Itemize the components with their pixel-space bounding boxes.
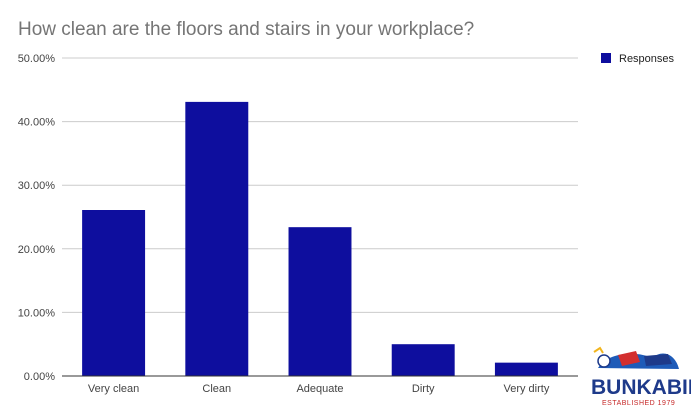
bar-very-clean xyxy=(82,210,146,376)
y-tick-label: 10.00% xyxy=(18,307,56,319)
y-tick-label: 50.00% xyxy=(18,53,56,65)
y-tick-label: 20.00% xyxy=(18,244,56,256)
x-tick-label: Very clean xyxy=(88,383,139,395)
legend-swatch xyxy=(601,53,611,63)
y-tick-label: 30.00% xyxy=(18,180,56,192)
legend-label: Responses xyxy=(619,53,675,65)
x-tick-label: Adequate xyxy=(296,383,343,395)
bunkabin-logo: BUNKABIN ESTABLISHED 1979 xyxy=(591,346,691,407)
bar-adequate xyxy=(288,227,352,376)
bar-dirty xyxy=(391,344,455,376)
bars xyxy=(82,101,558,376)
gridlines xyxy=(62,57,578,313)
x-axis-ticks: Very clean Clean Adequate Dirty Very dirty xyxy=(88,383,550,395)
x-tick-label: Dirty xyxy=(412,383,435,395)
x-tick-label: Clean xyxy=(202,383,231,395)
y-tick-label: 0.00% xyxy=(24,371,55,383)
logo-tagline: ESTABLISHED 1979 xyxy=(602,400,675,407)
chart-title: How clean are the floors and stairs in y… xyxy=(18,19,474,40)
legend: Responses xyxy=(601,53,675,65)
bar-very-dirty xyxy=(494,362,558,376)
sleeping-figure-icon xyxy=(593,346,679,369)
x-tick-label: Very dirty xyxy=(503,383,549,395)
bar-clean xyxy=(185,101,249,376)
y-tick-label: 40.00% xyxy=(18,117,56,129)
logo-wordmark: BUNKABIN xyxy=(591,376,691,399)
y-axis-ticks: 0.00% 10.00% 20.00% 30.00% 40.00% 50.00% xyxy=(18,53,56,383)
